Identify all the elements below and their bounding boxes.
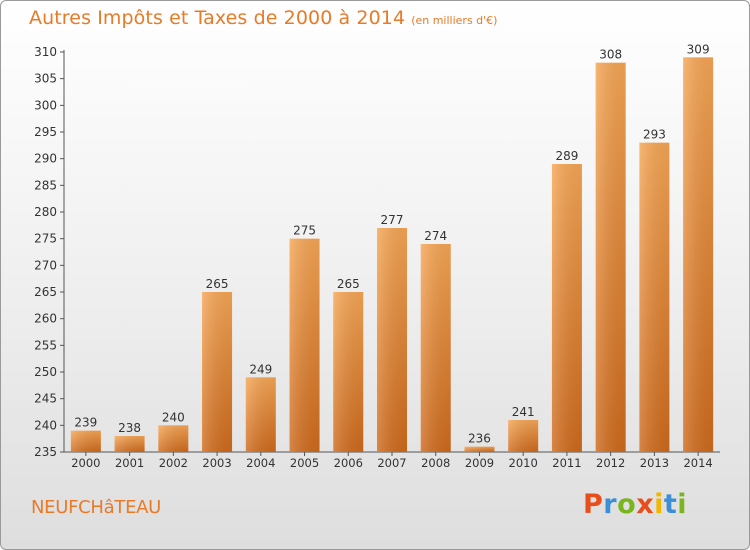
- logo-letter: x: [636, 489, 655, 520]
- x-tick-label: 2000: [71, 456, 100, 470]
- data-label: 265: [337, 277, 360, 291]
- data-label: 277: [381, 213, 404, 227]
- data-label: 289: [555, 149, 578, 163]
- x-tick-label: 2012: [596, 456, 625, 470]
- bar-shade: [420, 244, 451, 452]
- data-label: 265: [206, 277, 229, 291]
- x-tick-label: 2002: [159, 456, 188, 470]
- title-row: Autres Impôts et Taxes de 2000 à 2014 (en…: [29, 7, 497, 29]
- data-label: 249: [249, 362, 272, 376]
- x-tick-label: 2014: [683, 456, 712, 470]
- bar-shade: [202, 292, 233, 452]
- y-tick-label: 290: [34, 152, 57, 166]
- y-tick-label: 285: [34, 178, 57, 192]
- y-tick-label: 240: [34, 418, 57, 432]
- bar-shade: [158, 425, 189, 452]
- data-label: 239: [74, 416, 97, 430]
- bar-shade: [508, 420, 539, 452]
- data-label: 293: [643, 128, 666, 142]
- bar-shade: [377, 228, 407, 452]
- bar-shade: [551, 164, 582, 452]
- y-tick-label: 310: [34, 45, 57, 59]
- proxiti-logo[interactable]: Proxiti: [583, 489, 687, 520]
- data-label: 275: [293, 224, 316, 238]
- y-tick-label: 245: [34, 392, 57, 406]
- x-tick-label: 2005: [290, 456, 319, 470]
- y-tick-label: 295: [34, 125, 57, 139]
- data-label: 236: [468, 432, 491, 446]
- y-tick-label: 270: [34, 258, 57, 272]
- bar-shade: [464, 446, 495, 452]
- y-tick-label: 275: [34, 232, 57, 246]
- y-tick-label: 300: [34, 98, 57, 112]
- data-label: 240: [162, 410, 185, 424]
- bar-shade: [114, 436, 145, 452]
- x-tick-label: 2007: [377, 456, 406, 470]
- x-tick-label: 2004: [246, 456, 275, 470]
- x-tick-label: 2011: [552, 456, 581, 470]
- city-name: NEUFCHâTEAU: [31, 497, 162, 518]
- x-tick-label: 2008: [421, 456, 450, 470]
- y-tick-label: 305: [34, 72, 57, 86]
- x-tick-label: 2003: [202, 456, 231, 470]
- logo-letter: t: [663, 489, 678, 520]
- x-tick-label: 2013: [640, 456, 669, 470]
- chart-title: Autres Impôts et Taxes de 2000 à 2014: [29, 7, 406, 29]
- bar-shade: [595, 62, 626, 453]
- bar-shade: [639, 142, 670, 452]
- bar-shade: [333, 292, 364, 452]
- x-tick-label: 2006: [334, 456, 363, 470]
- x-tick-label: 2010: [509, 456, 538, 470]
- data-label: 241: [512, 405, 535, 419]
- bar-shade: [289, 238, 320, 452]
- logo-letter: r: [603, 489, 618, 520]
- y-tick-label: 250: [34, 365, 57, 379]
- y-tick-label: 260: [34, 312, 57, 326]
- y-tick-label: 235: [34, 445, 57, 459]
- bar-shade: [70, 430, 101, 452]
- x-tick-label: 2009: [465, 456, 494, 470]
- data-label: 274: [424, 229, 447, 243]
- logo-letter: P: [583, 489, 604, 520]
- logo-letter: i: [677, 489, 688, 520]
- y-tick-label: 255: [34, 338, 57, 352]
- chart-subtitle: (en milliers d'€): [411, 14, 498, 27]
- y-tick-label: 280: [34, 205, 57, 219]
- data-label: 308: [599, 48, 622, 62]
- x-tick-label: 2001: [115, 456, 144, 470]
- y-tick-label: 265: [34, 285, 57, 299]
- logo-letter: i: [654, 489, 664, 520]
- logo-letter: o: [617, 489, 637, 520]
- bar-shade: [683, 57, 714, 452]
- data-label: 238: [118, 421, 141, 435]
- data-label: 309: [687, 42, 710, 56]
- bar-shade: [245, 377, 276, 452]
